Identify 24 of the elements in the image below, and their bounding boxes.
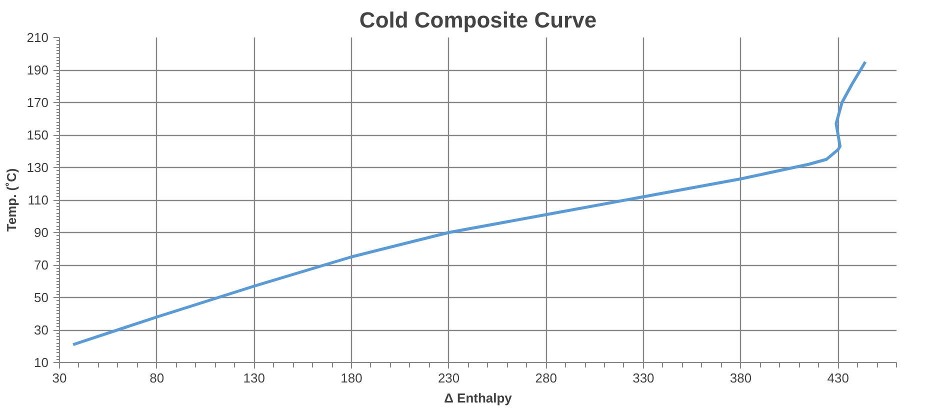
y-tick-label: 90 [34,225,49,240]
x-tick-label: 280 [535,370,557,386]
y-tick-label: 10 [34,355,49,370]
y-axis-title: Temp. (˚C) [4,168,19,232]
y-tick-label: 30 [34,322,49,338]
x-tick-label: 380 [730,370,752,386]
x-tick-label: 130 [243,370,266,386]
y-tick-label: 190 [26,62,49,78]
y-tick-label: 50 [34,290,49,305]
y-tick-label: 170 [26,95,49,110]
x-axis-title: Δ Enthalpy [444,390,513,406]
x-tick-label: 230 [438,370,460,386]
y-tick-label: 130 [26,160,49,175]
x-tick-label: 80 [150,370,164,386]
x-tick-label: 180 [340,370,362,386]
line-series [72,60,867,346]
y-tick-label: 70 [34,258,49,272]
x-tick-label: 430 [827,370,849,386]
y-tick-label: 110 [28,192,49,208]
y-tick-label: 150 [26,128,49,142]
x-tick-label: 30 [52,370,67,386]
y-tick-label: 210 [26,30,49,45]
chart-title: Cold Composite Curve [359,8,597,32]
x-tick-label: 330 [632,370,654,386]
